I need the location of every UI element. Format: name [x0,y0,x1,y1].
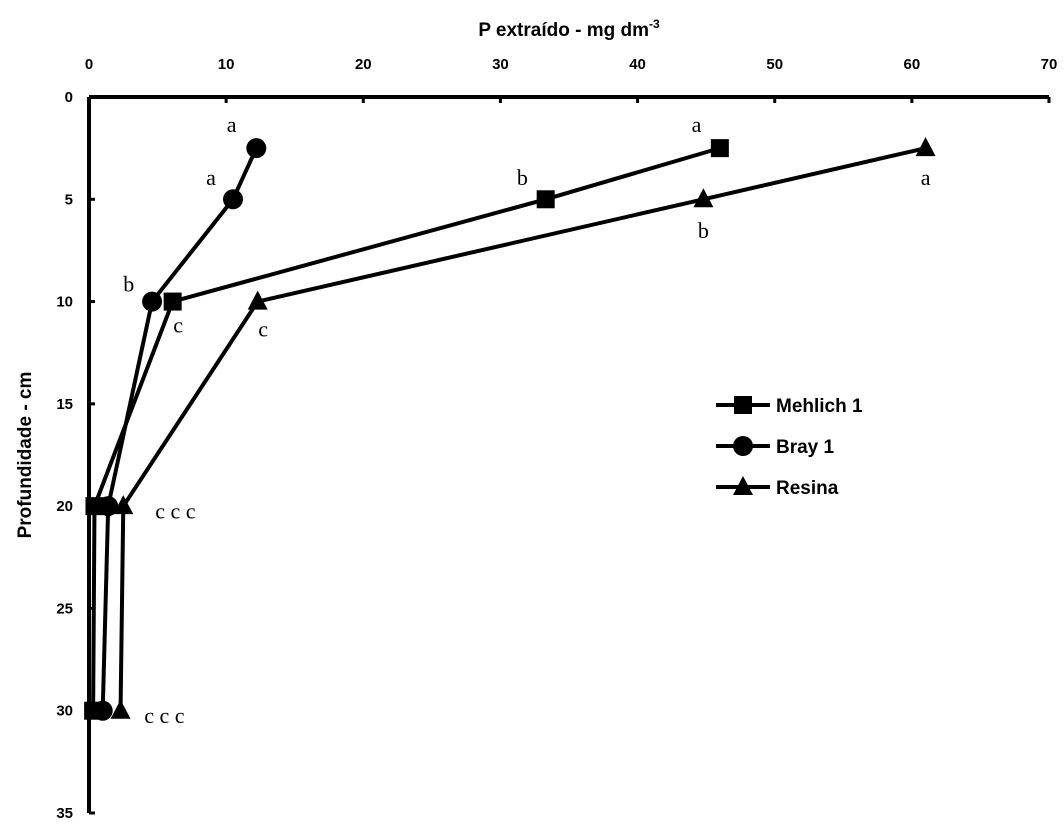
point-resina-2 [247,290,268,310]
x-tick-label-6: 60 [904,56,921,73]
x-tick-label-0: 0 [85,56,93,73]
legend-label-resina: Resina [776,478,839,499]
series-line-bray-1 [100,147,259,711]
series-mehlich-1 [84,139,729,720]
y-tick-label-3: 15 [56,396,73,413]
annotation-3: c [173,312,183,337]
x-axis-title-text: P extraído - mg dm [478,20,649,41]
point-bray-1-0 [246,138,267,159]
y-tick-label-0: 0 [65,89,73,106]
x-tick-label-4: 40 [629,56,646,73]
x-axis-title: P extraído - mg dm-3 [478,17,660,41]
annotation-1: a [206,165,216,190]
point-mehlich-1-1 [536,190,555,209]
x-tick-label-7: 70 [1041,56,1058,73]
point-resina-3 [113,495,134,515]
legend-marker-bray-1 [733,436,753,456]
y-tick-label-5: 25 [56,600,73,617]
y-tick-label-4: 20 [56,498,73,515]
series-line-mehlich-1 [91,146,721,711]
legend-item-mehlich-1: Mehlich 1 [716,396,863,417]
point-mehlich-1-3 [85,497,104,516]
series-resina [110,137,936,719]
y-tick-label-2: 10 [56,294,73,311]
y-tick-label-1: 5 [65,191,73,208]
point-bray-1-2 [142,291,163,312]
x-axis-title-superscript: -3 [649,17,660,31]
legend-marker-resina [733,476,753,495]
point-bray-1-4 [92,700,113,721]
annotation-2: b [123,271,134,296]
annotation-0: a [227,112,237,137]
series-bray-1 [92,138,267,721]
series-layer [84,137,936,721]
axes: 0 10 20 30 40 50 60 70 0 5 10 15 20 25 30 35 [56,56,1057,822]
y-axis-title: Profundidade - cm [15,372,36,539]
y-tick-label-7: 35 [56,805,73,822]
legend-label-mehlich-1: Mehlich 1 [776,396,863,417]
annotation-6: a [921,165,931,190]
annotation-8: c [258,316,268,341]
legend-item-bray-1: Bray 1 [716,436,835,458]
annotations-layer: a a b c a b a b c c c c c c c [123,112,930,728]
annotation-4: a [692,112,702,137]
point-resina-0 [915,137,936,157]
x-tick-label-2: 20 [355,56,372,73]
legend-label-bray-1: Bray 1 [776,437,835,458]
point-mehlich-1-2 [163,292,182,311]
point-bray-1-3 [98,496,119,517]
annotation-5: b [517,165,528,190]
x-tick-label-5: 50 [766,56,783,73]
legend: Mehlich 1 Bray 1 Resina [716,396,863,499]
annotation-10: c c c [144,703,185,728]
point-resina-4 [110,699,131,719]
legend-item-resina: Resina [716,476,839,499]
point-bray-1-1 [223,189,243,210]
legend-marker-mehlich-1 [734,396,752,414]
x-tick-label-3: 30 [492,56,509,73]
series-line-resina [118,146,927,711]
x-tick-label-1: 10 [218,56,235,73]
point-mehlich-1-0 [710,139,729,158]
annotation-7: b [698,218,709,243]
point-resina-1 [693,188,714,208]
annotation-9: c c c [155,498,196,523]
y-tick-label-6: 30 [56,703,73,720]
